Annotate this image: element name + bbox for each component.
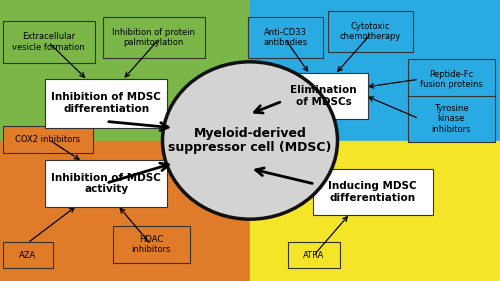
FancyBboxPatch shape: [2, 21, 95, 63]
Text: Cytotoxic
chemotherapy: Cytotoxic chemotherapy: [340, 22, 400, 41]
FancyBboxPatch shape: [2, 242, 52, 268]
FancyBboxPatch shape: [288, 242, 340, 268]
FancyBboxPatch shape: [312, 169, 432, 215]
Text: Tyrosine
kinase
inhibitors: Tyrosine kinase inhibitors: [432, 104, 471, 134]
Text: COX2 inhibitors: COX2 inhibitors: [15, 135, 80, 144]
FancyBboxPatch shape: [45, 160, 168, 207]
Text: Anti-CD33
antibodies: Anti-CD33 antibodies: [263, 28, 307, 47]
Text: Myeloid-derived
suppressor cell (MDSC): Myeloid-derived suppressor cell (MDSC): [168, 126, 332, 155]
FancyBboxPatch shape: [112, 226, 190, 263]
Text: HDAC
inhibitors: HDAC inhibitors: [132, 235, 171, 254]
Text: Inhibition of MDSC
differentiation: Inhibition of MDSC differentiation: [52, 92, 161, 114]
Bar: [250, 0, 500, 140]
Text: Inhibition of protein
palmitoylation: Inhibition of protein palmitoylation: [112, 28, 195, 47]
Bar: [0, 140, 250, 281]
FancyBboxPatch shape: [45, 79, 168, 128]
Text: Inhibition of MDSC
activity: Inhibition of MDSC activity: [52, 173, 161, 194]
Text: ATRA: ATRA: [303, 250, 324, 260]
Text: Extracellular
vesicle formation: Extracellular vesicle formation: [12, 32, 85, 52]
FancyBboxPatch shape: [102, 17, 205, 58]
FancyBboxPatch shape: [408, 96, 495, 142]
FancyBboxPatch shape: [408, 59, 495, 100]
Text: Inducing MDSC
differentiation: Inducing MDSC differentiation: [328, 181, 417, 203]
FancyBboxPatch shape: [328, 11, 412, 52]
Bar: [0, 0, 250, 140]
FancyBboxPatch shape: [280, 73, 368, 119]
Text: Peptide-Fc
fusion proteins: Peptide-Fc fusion proteins: [420, 70, 482, 89]
FancyBboxPatch shape: [2, 126, 92, 153]
Bar: [250, 140, 500, 281]
Ellipse shape: [162, 62, 338, 219]
FancyBboxPatch shape: [248, 17, 322, 58]
Text: Elimination
of MDSCs: Elimination of MDSCs: [290, 85, 357, 107]
Text: AZA: AZA: [19, 250, 36, 260]
